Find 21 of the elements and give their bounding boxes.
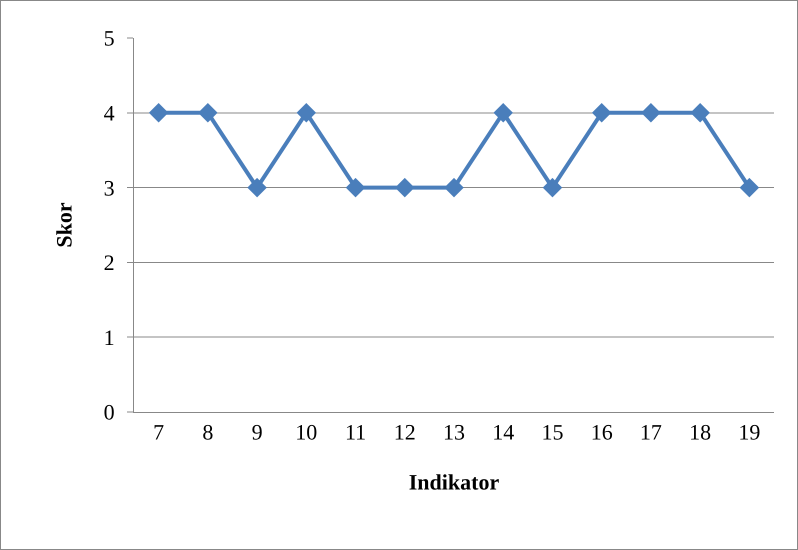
x-tick-label: 12: [394, 419, 416, 444]
x-tick-label: 14: [492, 419, 514, 444]
y-tick-label: 4: [104, 100, 115, 126]
x-tick-label: 9: [252, 419, 263, 444]
x-tick-label: 18: [689, 419, 712, 444]
x-tick-label: 11: [344, 419, 366, 444]
x-tick-label: 16: [590, 419, 613, 444]
x-tick-label: 10: [295, 419, 318, 444]
x-tick-label: 8: [202, 419, 214, 444]
y-axis-title: Skor: [51, 202, 76, 248]
x-axis-title: Indikator: [408, 469, 500, 494]
y-tick-label: 5: [104, 26, 115, 51]
y-tick-label: 3: [104, 175, 115, 200]
x-tick-label: 19: [738, 419, 760, 444]
x-tick-label: 7: [153, 419, 164, 444]
x-tick-label: 13: [443, 419, 465, 444]
x-tick-label: 15: [541, 419, 564, 444]
y-tick-label: 2: [104, 250, 115, 276]
y-tick-label: 0: [104, 400, 115, 425]
y-tick-label: 1: [104, 324, 115, 350]
x-tick-label: 17: [640, 419, 662, 444]
